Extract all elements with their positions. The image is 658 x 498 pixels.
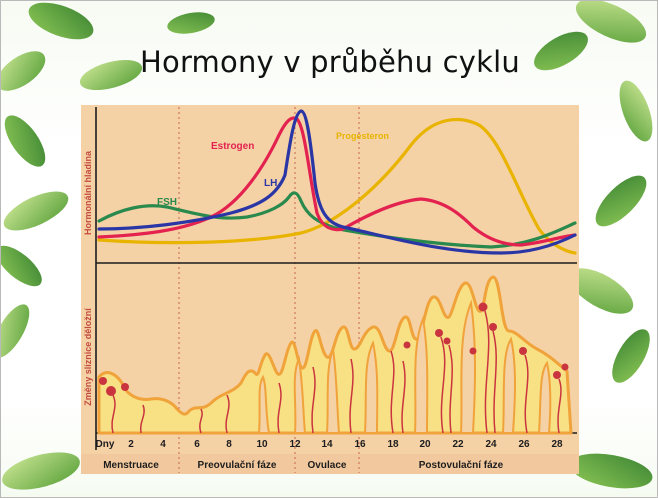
gland xyxy=(363,339,379,434)
phase-label-menstruation: Menstruace xyxy=(103,460,159,471)
day-tick: 28 xyxy=(551,439,563,450)
estrogen-label: Estrogen xyxy=(211,141,254,152)
vessel-knot xyxy=(478,302,488,312)
vessel-knot xyxy=(489,323,497,331)
fsh-label: FSH xyxy=(157,197,177,208)
vessel xyxy=(139,404,145,434)
vessel xyxy=(557,378,562,434)
lh-curve xyxy=(97,109,577,255)
day-tick: 6 xyxy=(194,439,200,450)
endometrium-layer xyxy=(97,275,573,435)
phase-label-preovulation: Preovulační fáze xyxy=(198,460,277,471)
vessel xyxy=(225,394,230,434)
day-axis-labels: Dny 2 4 6 8 10 12 14 16 18 20 22 24 26 2… xyxy=(96,439,563,450)
vessel xyxy=(349,358,354,434)
hormone-labels: Estrogen LH FSH Progesteron xyxy=(157,131,389,208)
vessel-knot xyxy=(469,347,477,355)
day-tick: 8 xyxy=(226,439,232,450)
vessel xyxy=(448,344,453,434)
phase-labels: Menstruace Preovulační fáze Ovulace Post… xyxy=(103,460,503,471)
day-tick: 2 xyxy=(128,439,134,450)
hormone-axis-label: Hormonální hladina xyxy=(83,150,93,235)
vessel xyxy=(401,360,406,434)
vessel xyxy=(440,336,446,434)
vessel xyxy=(111,394,116,434)
vessel-knot xyxy=(519,347,527,355)
gland xyxy=(413,315,429,434)
day-tick: 10 xyxy=(256,439,268,450)
phase-bar xyxy=(81,454,579,474)
blood-vessels xyxy=(111,310,562,434)
day-tick: 18 xyxy=(387,439,399,450)
hormone-cycle-figure: Hormonální hladina Změny sliznice děložn… xyxy=(81,105,579,474)
gland xyxy=(325,348,341,434)
vessel-knots xyxy=(99,302,569,396)
progesteron-curve xyxy=(97,118,577,255)
day-tick: 16 xyxy=(354,439,366,450)
phase-label-postovulation: Postovulační fáze xyxy=(419,460,504,471)
vessel xyxy=(492,330,497,434)
endometrium-axis-label: Změny sliznice děložní xyxy=(83,308,93,406)
endometrium-glands xyxy=(257,299,552,434)
day-tick: 26 xyxy=(518,439,530,450)
slide-title: Hormony v průběhu cyklu xyxy=(140,45,520,79)
vessel-knot xyxy=(106,386,116,396)
vessel-knot xyxy=(99,377,107,385)
gland xyxy=(257,374,271,434)
day-tick: 24 xyxy=(485,439,497,450)
gland xyxy=(537,360,552,434)
day-axis-label: Dny xyxy=(96,439,115,450)
hormone-cycle-svg: Hormonální hladina Změny sliznice děložn… xyxy=(81,105,579,474)
hormone-curves xyxy=(97,109,577,255)
vessel xyxy=(390,350,395,434)
gland xyxy=(501,336,516,434)
fsh-curve xyxy=(97,191,577,249)
endometrium-tissue xyxy=(97,275,573,435)
vessel xyxy=(484,310,490,434)
gland xyxy=(459,299,476,434)
vessel-knot xyxy=(121,383,129,391)
phase-label-ovulation: Ovulace xyxy=(308,460,347,471)
day-tick: 4 xyxy=(160,439,166,450)
vessel xyxy=(277,382,282,434)
vessel-knot xyxy=(443,337,451,345)
gland xyxy=(293,355,307,434)
vessel xyxy=(524,354,529,434)
vessel-knot xyxy=(403,341,411,349)
day-tick: 22 xyxy=(452,439,464,450)
estrogen-curve xyxy=(97,116,577,247)
vessel-knot xyxy=(561,363,569,371)
day-tick: 14 xyxy=(321,439,333,450)
lh-label: LH xyxy=(264,178,277,189)
day-tick: 20 xyxy=(419,439,431,450)
progesteron-label: Progesteron xyxy=(336,131,389,141)
vessel xyxy=(311,366,316,434)
vessel-knot xyxy=(435,329,443,337)
vessel xyxy=(199,408,203,434)
vessel-knot xyxy=(553,371,561,379)
day-tick: 12 xyxy=(289,439,301,450)
